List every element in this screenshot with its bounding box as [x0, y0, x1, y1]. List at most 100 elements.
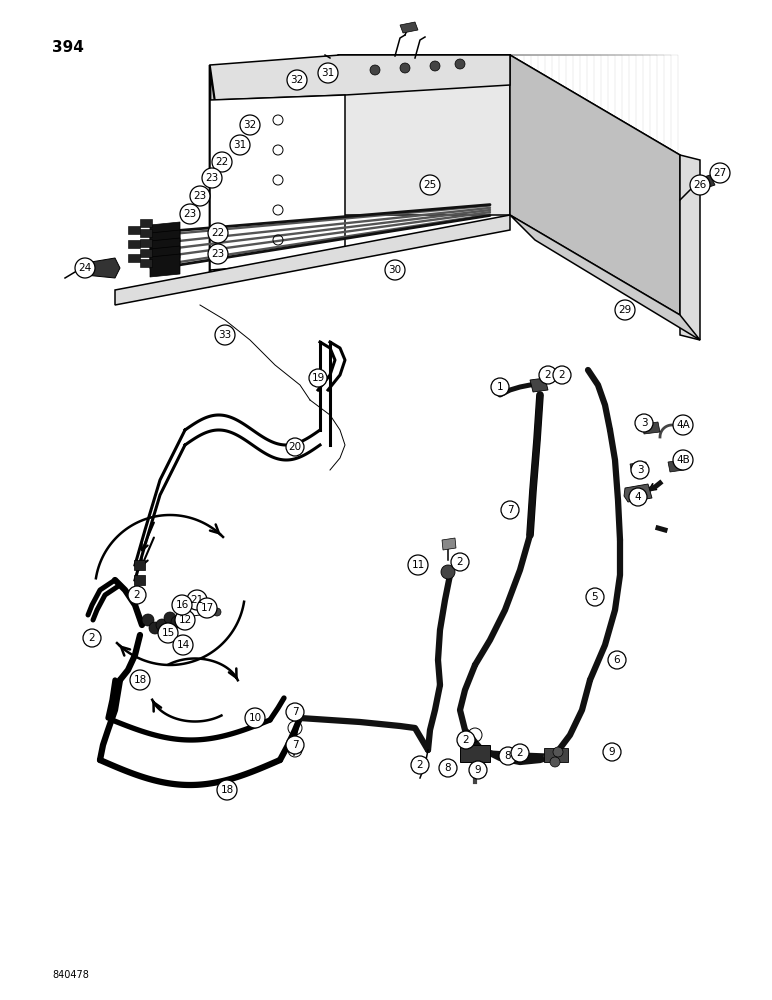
Circle shape [130, 670, 150, 690]
Text: 21: 21 [191, 595, 204, 605]
Circle shape [511, 744, 529, 762]
Text: 2: 2 [417, 760, 423, 770]
Polygon shape [150, 246, 180, 269]
Circle shape [400, 63, 410, 73]
Circle shape [171, 616, 183, 628]
Text: 22: 22 [212, 228, 225, 238]
Polygon shape [442, 538, 456, 550]
Text: 2: 2 [462, 735, 469, 745]
Text: 19: 19 [311, 373, 324, 383]
Text: 5: 5 [591, 592, 598, 602]
Polygon shape [695, 175, 715, 190]
Text: 7: 7 [506, 505, 513, 515]
Polygon shape [128, 226, 140, 234]
Circle shape [187, 590, 207, 610]
Polygon shape [115, 215, 510, 305]
Circle shape [156, 619, 168, 631]
Circle shape [175, 610, 195, 630]
Polygon shape [210, 55, 510, 100]
Text: 4A: 4A [676, 420, 690, 430]
Polygon shape [530, 378, 548, 392]
Circle shape [629, 488, 647, 506]
Circle shape [190, 186, 210, 206]
Polygon shape [630, 462, 648, 474]
Text: 23: 23 [184, 209, 197, 219]
Text: 2: 2 [89, 633, 95, 643]
Text: 2: 2 [516, 748, 523, 758]
Text: 27: 27 [713, 168, 726, 178]
Text: 17: 17 [201, 603, 214, 613]
Circle shape [75, 258, 95, 278]
Circle shape [430, 61, 440, 71]
Text: 1: 1 [496, 382, 503, 392]
Text: 12: 12 [178, 615, 191, 625]
Circle shape [499, 747, 517, 765]
Polygon shape [544, 748, 568, 762]
Circle shape [158, 623, 178, 643]
Text: 6: 6 [614, 655, 621, 665]
Circle shape [215, 325, 235, 345]
Polygon shape [210, 65, 215, 285]
Circle shape [180, 204, 200, 224]
Circle shape [230, 135, 250, 155]
Circle shape [217, 780, 237, 800]
Circle shape [173, 635, 193, 655]
Polygon shape [150, 238, 180, 261]
Text: 24: 24 [79, 263, 92, 273]
Text: 14: 14 [176, 640, 190, 650]
Polygon shape [510, 55, 680, 315]
Polygon shape [150, 222, 180, 245]
Circle shape [457, 731, 475, 749]
Text: 22: 22 [215, 157, 229, 167]
Text: 18: 18 [134, 675, 147, 685]
Circle shape [408, 555, 428, 575]
Text: 2: 2 [457, 557, 463, 567]
Polygon shape [400, 22, 418, 33]
Circle shape [690, 175, 710, 195]
Polygon shape [140, 239, 152, 247]
Circle shape [142, 614, 154, 626]
Text: 29: 29 [618, 305, 631, 315]
Text: 26: 26 [693, 180, 706, 190]
Circle shape [491, 378, 509, 396]
Text: 33: 33 [218, 330, 232, 340]
Text: 9: 9 [608, 747, 615, 757]
Polygon shape [680, 155, 700, 340]
Circle shape [411, 756, 429, 774]
Text: 15: 15 [161, 628, 174, 638]
Text: 8: 8 [505, 751, 511, 761]
Polygon shape [510, 215, 700, 340]
Circle shape [441, 565, 455, 579]
Circle shape [286, 736, 304, 754]
Circle shape [603, 743, 621, 761]
Polygon shape [134, 575, 145, 585]
Text: 2: 2 [134, 590, 141, 600]
Polygon shape [338, 55, 680, 155]
Polygon shape [128, 240, 140, 248]
Polygon shape [150, 254, 180, 277]
Circle shape [673, 450, 693, 470]
Polygon shape [624, 484, 652, 502]
Circle shape [318, 63, 338, 83]
Text: 2: 2 [545, 370, 551, 380]
Text: 7: 7 [292, 740, 298, 750]
Circle shape [539, 366, 557, 384]
Circle shape [451, 553, 469, 571]
Polygon shape [140, 229, 152, 237]
Polygon shape [210, 95, 345, 270]
Polygon shape [338, 55, 510, 215]
Text: 10: 10 [249, 713, 262, 723]
Polygon shape [134, 560, 145, 570]
Circle shape [213, 608, 221, 616]
Text: 31: 31 [233, 140, 246, 150]
Circle shape [631, 461, 649, 479]
Text: 840478: 840478 [52, 970, 89, 980]
Text: 23: 23 [212, 249, 225, 259]
Circle shape [673, 415, 693, 435]
Circle shape [287, 70, 307, 90]
Circle shape [635, 414, 653, 432]
Circle shape [286, 703, 304, 721]
Polygon shape [642, 422, 660, 434]
Polygon shape [460, 745, 490, 762]
Circle shape [172, 595, 192, 615]
